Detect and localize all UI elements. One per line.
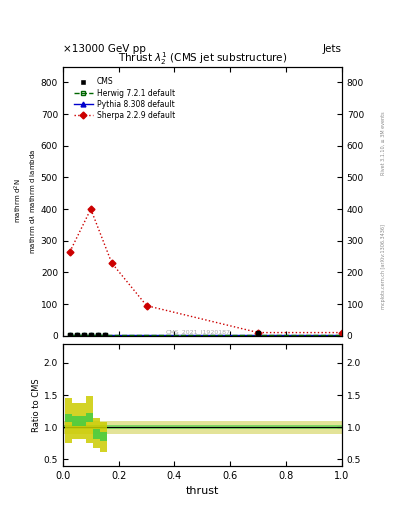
Bar [93, 429, 100, 439]
Bar [100, 433, 107, 441]
Text: Rivet 3.1.10, ≥ 3M events: Rivet 3.1.10, ≥ 3M events [381, 112, 386, 175]
Bar [79, 416, 86, 426]
Text: mcplots.cern.ch [arXiv:1306.3436]: mcplots.cern.ch [arXiv:1306.3436] [381, 224, 386, 309]
Bar [63, 425, 342, 429]
Bar [65, 414, 72, 422]
Bar [86, 396, 93, 443]
Y-axis label: mathrm d$^2$N
mathrm d$\lambda$ mathrm d lambda: mathrm d$^2$N mathrm d$\lambda$ mathrm d… [13, 148, 37, 254]
Text: ×13000 GeV pp: ×13000 GeV pp [63, 44, 146, 54]
Bar [63, 421, 342, 434]
Bar [79, 403, 86, 439]
Bar [86, 413, 93, 422]
Bar [65, 398, 72, 443]
Bar [100, 422, 107, 452]
Bar [72, 416, 79, 426]
Bar [72, 403, 79, 439]
Y-axis label: Ratio to CMS: Ratio to CMS [32, 378, 41, 432]
Text: Jets: Jets [323, 44, 342, 54]
X-axis label: thrust: thrust [186, 486, 219, 496]
Bar [93, 418, 100, 448]
Title: Thrust $\lambda_2^1$ (CMS jet substructure): Thrust $\lambda_2^1$ (CMS jet substructu… [118, 50, 287, 67]
Legend: CMS, Herwig 7.2.1 default, Pythia 8.308 default, Sherpa 2.2.9 default: CMS, Herwig 7.2.1 default, Pythia 8.308 … [72, 76, 176, 122]
Text: CMS_2021_I1920187: CMS_2021_I1920187 [166, 329, 231, 335]
